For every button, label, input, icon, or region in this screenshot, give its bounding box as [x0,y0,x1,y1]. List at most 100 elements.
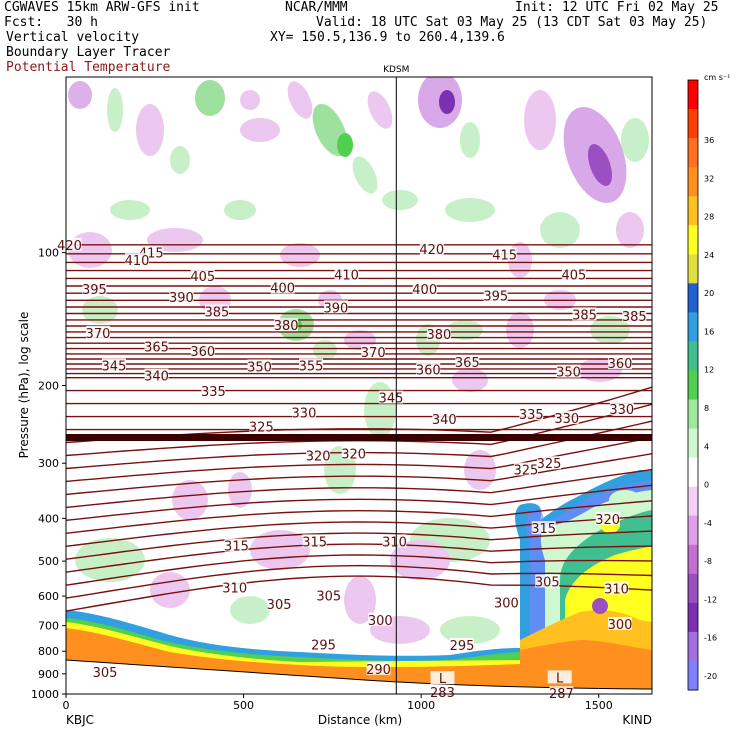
theta-contour [66,453,652,496]
theta-label-bg [572,307,597,321]
colorbar-unit: cm s⁻¹ [704,73,730,82]
theta-label-bg [412,282,437,296]
theta-label: 325 [249,421,274,436]
theta-label: 350 [247,360,272,375]
theta-label: 320 [306,449,331,464]
theta-label-bg [368,612,393,626]
theta-label-bg [416,362,441,376]
theta-contour [66,543,652,573]
theta-label: 365 [455,356,480,371]
terrain-surface [66,660,652,740]
theta-label: 330 [554,412,579,427]
y-tick-label: 800 [38,645,59,658]
x-tick-label: 1500 [585,699,613,712]
colorbar-swatch [688,80,698,110]
theta-label: L [556,671,564,686]
theta-label-bg [547,670,572,684]
theta-label: 380 [426,328,451,343]
colorbar-swatch [688,109,698,139]
theta-label: 370 [86,327,111,342]
theta-contour [66,530,652,560]
theta-label: 395 [82,283,107,298]
theta-contour [66,484,652,521]
theta-label: 335 [519,408,544,423]
theta-label-bg [419,241,444,255]
kdsm-label: KDSM [383,65,409,75]
theta-label-bg [382,534,407,548]
colorbar-swatch [688,486,698,517]
theta-contour [66,468,652,509]
theta-label-bg [513,462,538,476]
valid-time: Valid: 18 UTC Sat 03 May 25 (13 CDT Sat … [316,15,708,30]
theta-label: 315 [531,522,556,537]
theta-label-bg [316,588,341,602]
x-tick-label: 1000 [407,699,435,712]
theta-label-bg [494,595,519,609]
colorbar-swatch [688,399,698,430]
y-tick-label: 400 [38,512,59,525]
org-label: NCAR/MMM [285,0,348,15]
theta-label-bg [93,664,118,678]
theta-label-bg [224,538,249,552]
theta-label-bg [361,345,386,359]
theta-label-bg [299,358,324,372]
theta-label-bg [455,355,480,369]
theta-label-bg [608,356,633,370]
colorbar-tick-label: -8 [704,557,712,566]
theta-contour [66,554,652,586]
theta-label: 345 [379,392,404,407]
theta-label: 410 [334,268,359,283]
theta-label-bg [556,364,581,378]
theta-label: 345 [102,359,127,374]
left-endpoint: KBJC [66,713,94,727]
theta-label-bg [531,521,556,535]
colorbar-swatch [688,341,698,371]
theta-label: 305 [93,666,118,681]
field-potential-temperature: Potential Temperature [6,60,171,75]
theta-label-bg [378,390,403,404]
theta-label: 320 [341,447,366,462]
theta-label: 400 [412,283,437,298]
y-tick-label: 600 [38,590,59,603]
colorbar-tick-label: -4 [704,519,712,528]
theta-label: 325 [537,457,562,472]
theta-label-bg [549,686,574,700]
theta-label-bg [267,597,292,611]
x-tick-label: 500 [233,699,254,712]
colorbar-tick-label: 4 [704,442,709,451]
theta-label-bg [144,368,169,382]
theta-label-bg [430,671,455,685]
colorbar-frame [687,79,699,691]
theta-label: 335 [201,385,226,400]
theta-label: 287 [549,687,574,702]
field-boundary-layer-tracer: Boundary Layer Tracer [6,45,171,60]
theta-label: 420 [419,243,444,258]
theta-label: 300 [608,618,633,633]
colorbar-swatch [688,254,698,284]
theta-label-bg [483,288,508,302]
theta-label-bg [222,580,247,594]
theta-isolines [66,244,652,612]
forecast-hour: Fcst: 30 h [4,15,98,30]
theta-label-bg [334,267,359,281]
theta-label: 290 [366,663,391,678]
colorbar-swatch [688,631,698,662]
theta-label: 400 [270,282,295,297]
theta-label-bg [609,401,634,415]
colorbar-tick-label: 0 [704,481,709,490]
theta-label-bg [537,456,562,470]
theta-label: 405 [561,268,586,283]
theta-label-bg [492,247,517,261]
xy-range: XY= 150.5,136.9 to 260.4,139.6 [270,30,505,45]
theta-label: 305 [267,598,292,613]
theta-label-bg [270,280,295,294]
theta-label-bg [85,325,110,339]
theta-label-bg [554,411,579,425]
theta-label-bg [561,267,586,281]
theta-label-bg [622,308,647,322]
theta-label-bg [608,616,633,630]
theta-label-bg [341,446,366,460]
theta-label: 300 [368,614,393,629]
theta-label: 370 [361,346,386,361]
